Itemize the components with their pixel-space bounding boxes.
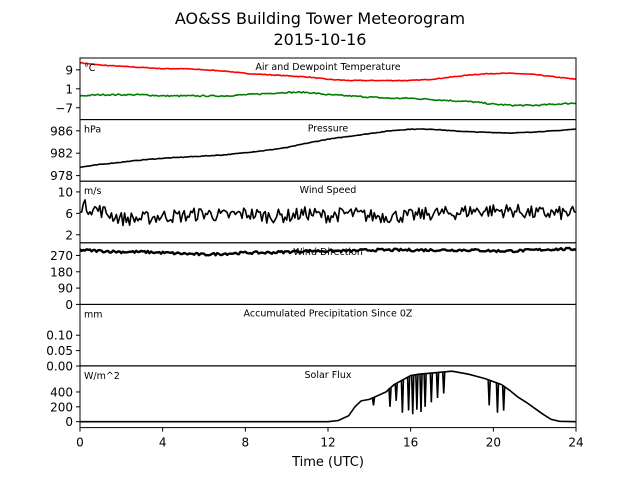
solar-dip-10 [435,372,440,398]
xtick-label-5: 20 [486,436,501,450]
series-line-0-1 [80,90,576,107]
panel-1: 986 982 978 Pressure hPa [50,119,577,183]
panel-title-2: Wind Speed [300,185,357,196]
solar-dip-11 [441,371,446,394]
series-line-3-0 [80,246,576,257]
solar-dip-12 [487,380,492,406]
ytick-label-5-2: 0 [65,415,73,429]
solar-dip-9 [429,373,434,403]
figure-title: AO&SS Building Tower Meteorogram [175,9,465,28]
solar-dip-4 [406,376,411,411]
panels: 9 1 −7 Air and Dewpoint Temperature °C 986 982… [46,57,577,429]
panel-lines-1 [80,128,576,169]
xtick-label-2: 8 [242,436,250,450]
panel-title-4: Accumulated Precipitation Since 0Z [244,308,413,319]
series-line-0-0 [80,61,576,82]
ytick-label-3-1: 180 [50,265,73,279]
panel-2: 10 6 2 Wind Speed m/s [58,180,577,244]
ytick-label-2-0: 10 [58,185,73,199]
ytick-label-3-0: 270 [50,249,73,263]
panel-title-1: Pressure [308,124,349,135]
series-line-1-0 [80,128,576,169]
xtick-label-3: 12 [320,436,335,450]
panel-unit-1: hPa [84,125,101,136]
panel-lines-0 [80,61,576,107]
xtick-label-0: 0 [76,436,84,450]
solar-dip-8 [423,373,427,407]
figure-subtitle: 2015-10-16 [274,30,367,49]
ytick-label-4-0: 0.10 [46,329,73,343]
solar-dip-13 [495,383,500,413]
solar-dip-6 [415,374,419,410]
panel-unit-0: °C [84,63,96,74]
panel-unit-5: W/m^2 [84,371,120,382]
solar-dip-1 [388,388,392,407]
ytick-label-1-0: 986 [50,124,73,138]
series-line-5-0 [80,370,576,423]
panel-title-5: Solar Flux [305,370,352,381]
ytick-label-4-2: 0.00 [46,360,73,374]
ytick-label-0-2: −7 [55,101,73,115]
xtick-label-4: 16 [403,436,418,450]
ytick-label-3-3: 0 [65,298,73,312]
ytick-label-5-1: 200 [50,400,73,414]
ytick-label-2-2: 2 [65,228,73,242]
x-axis: 0 4 8 12 16 20 24 [76,427,584,450]
panel-lines-3 [80,246,576,257]
series-line-2-0 [80,199,576,227]
panel-unit-2: m/s [84,186,101,197]
ytick-label-4-1: 0.05 [46,344,73,358]
xtick-label-6: 24 [568,436,583,450]
ytick-label-1-2: 978 [50,169,73,183]
solar-dip-3 [400,380,405,413]
solar-dip-7 [419,373,423,413]
panel-title-3: Wind Direction [293,247,363,258]
ytick-label-3-2: 90 [58,282,73,296]
panel-lines-2 [80,199,576,227]
solar-dip-14 [501,386,506,411]
ytick-label-2-1: 6 [65,207,73,221]
solar-dip-2 [394,383,399,401]
solar-dip-5 [410,375,415,415]
panel-lines-5 [80,370,576,423]
xtick-label-1: 4 [159,436,167,450]
panel-title-0: Air and Dewpoint Temperature [255,62,400,73]
ytick-label-0-0: 9 [65,63,73,77]
x-axis-label: Time (UTC) [291,455,364,470]
ytick-label-1-1: 982 [50,147,73,161]
ytick-label-0-1: 1 [65,82,73,96]
panel-unit-4: mm [84,309,103,320]
solar-dip-0 [371,397,376,406]
ytick-label-5-0: 400 [50,385,73,399]
panel-3: 270 180 90 0 Wind Direction [50,242,577,312]
